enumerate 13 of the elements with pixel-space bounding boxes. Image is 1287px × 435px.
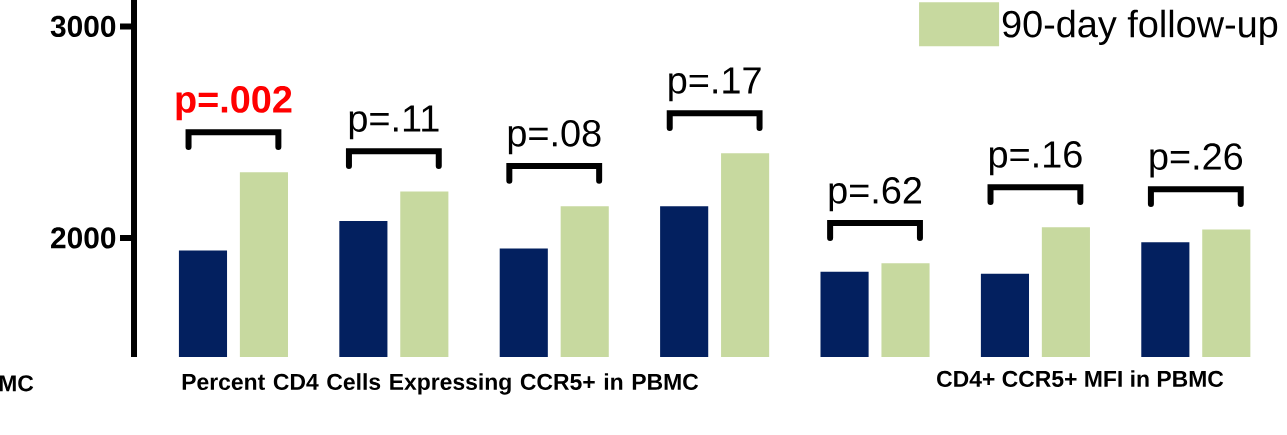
text: MC [0, 375, 34, 392]
annotation: p=.11 [349, 105, 439, 140]
y-tick-label: 2000 [51, 227, 116, 249]
legend-label: 90-day follow-up [1002, 9, 1278, 46]
text: Percent CD4 Cells Expressing CCR5+ in PBMC [182, 373, 699, 395]
annotation: p=.16 [989, 141, 1082, 176]
annotation: p=.08 [508, 119, 601, 155]
annotation: p=.62 [829, 176, 922, 212]
annotation: p=.17 [669, 67, 761, 102]
y-tick-label: 3000 [50, 15, 116, 38]
text: CD4+ CCR5+ MFI in PBMC [937, 370, 1224, 388]
annotation: p=.26 [1150, 143, 1243, 178]
annotation: p=.002 [176, 86, 292, 121]
